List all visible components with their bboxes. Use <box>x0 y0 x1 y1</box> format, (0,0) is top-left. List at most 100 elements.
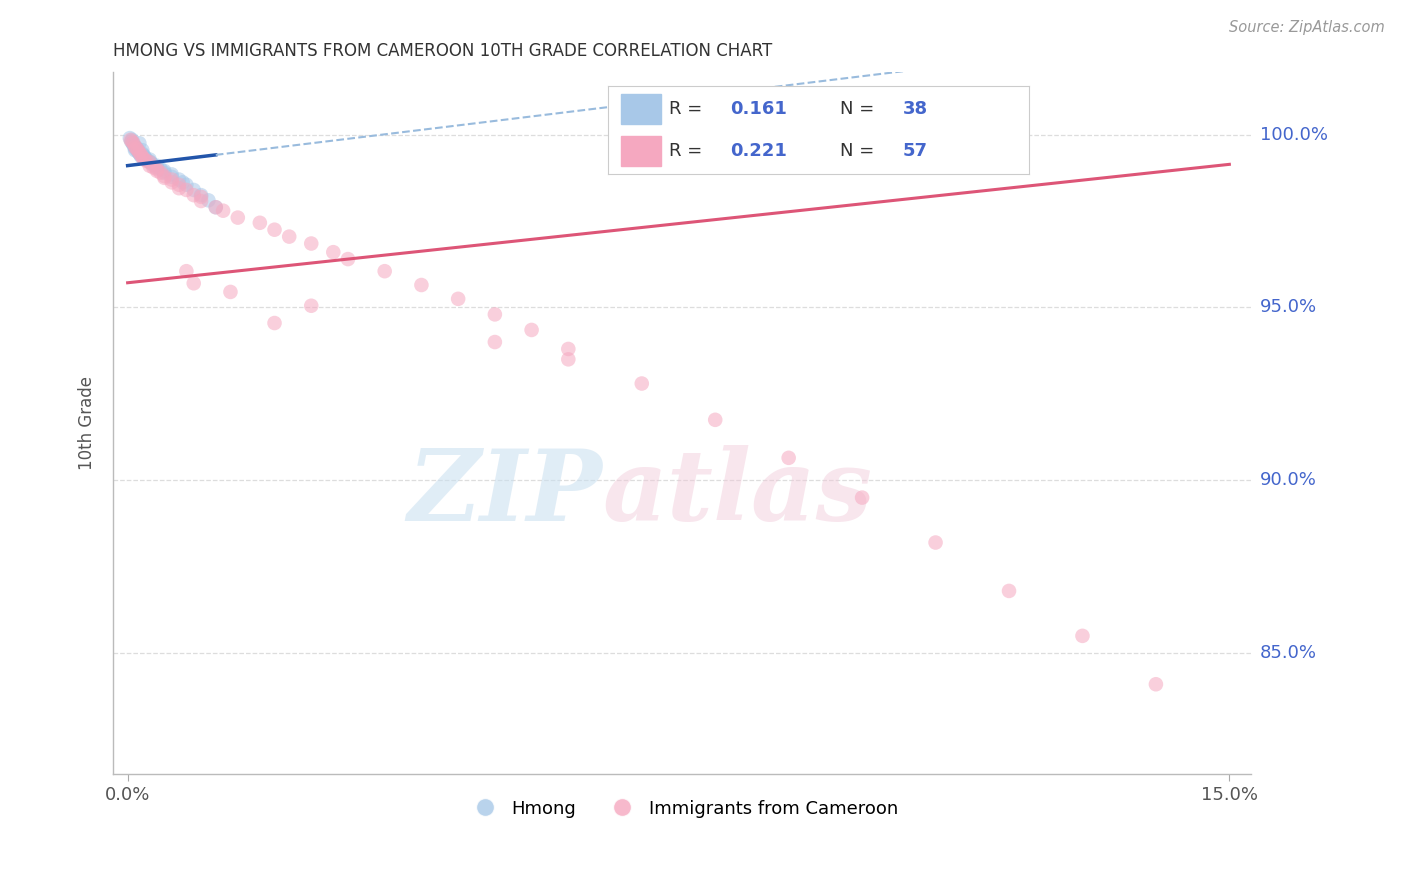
Text: 95.0%: 95.0% <box>1260 299 1317 317</box>
Point <box>299 299 322 313</box>
Point <box>122 136 145 151</box>
Point <box>172 175 194 189</box>
Point <box>249 216 271 230</box>
Point <box>183 183 205 197</box>
Point <box>190 194 212 208</box>
Point <box>924 535 946 549</box>
Point <box>129 147 152 161</box>
Point <box>160 175 183 189</box>
Point <box>176 264 198 278</box>
Point <box>204 200 226 214</box>
Point <box>146 164 169 178</box>
Point <box>484 307 506 321</box>
Point <box>131 143 153 157</box>
Text: 85.0%: 85.0% <box>1260 644 1317 662</box>
Point <box>146 162 169 177</box>
Point <box>219 285 242 299</box>
Point <box>131 146 153 161</box>
Point <box>128 145 150 160</box>
Point <box>121 133 143 147</box>
Point <box>146 159 169 173</box>
Point <box>153 164 176 178</box>
Point <box>138 153 160 167</box>
Point <box>204 200 226 214</box>
Point <box>190 188 212 202</box>
Point <box>149 166 172 180</box>
Point <box>167 178 190 192</box>
Y-axis label: 10th Grade: 10th Grade <box>79 376 96 470</box>
Point <box>630 376 652 391</box>
Point <box>128 136 150 151</box>
Point <box>190 190 212 204</box>
Point <box>132 148 155 162</box>
Point <box>998 583 1021 598</box>
Point <box>1071 629 1094 643</box>
Text: 100.0%: 100.0% <box>1260 126 1327 144</box>
Point <box>160 172 183 186</box>
Point <box>374 264 396 278</box>
Legend: Hmong, Immigrants from Cameroon: Hmong, Immigrants from Cameroon <box>460 792 905 825</box>
Point <box>139 156 162 170</box>
Point <box>129 149 152 163</box>
Point <box>704 413 727 427</box>
Text: ZIP: ZIP <box>408 445 603 541</box>
Point <box>129 147 152 161</box>
Point <box>153 169 176 183</box>
Point <box>125 141 148 155</box>
Point <box>263 223 285 237</box>
Point <box>135 153 157 168</box>
Text: Source: ZipAtlas.com: Source: ZipAtlas.com <box>1229 20 1385 35</box>
Point <box>127 145 149 159</box>
Point <box>142 158 165 172</box>
Point <box>124 140 146 154</box>
Point <box>197 194 219 208</box>
Point <box>138 159 160 173</box>
Text: atlas: atlas <box>603 445 873 541</box>
Point <box>411 278 433 293</box>
Point <box>125 141 148 155</box>
Point <box>557 352 579 367</box>
Point <box>167 172 190 186</box>
Point <box>127 142 149 156</box>
Point <box>167 181 190 195</box>
Point <box>851 491 873 505</box>
Point <box>176 178 198 192</box>
Point <box>183 188 205 202</box>
Point <box>183 277 205 291</box>
Point <box>124 143 146 157</box>
Point <box>226 211 249 225</box>
Point <box>447 292 470 306</box>
Point <box>176 183 198 197</box>
Point <box>1144 677 1167 691</box>
Point <box>322 245 344 260</box>
Point <box>299 236 322 251</box>
Point <box>124 140 146 154</box>
Point <box>149 162 172 177</box>
Point <box>160 168 183 182</box>
Point <box>135 152 157 166</box>
Point <box>153 170 176 185</box>
Point <box>118 131 141 145</box>
Point <box>134 150 156 164</box>
Point <box>132 152 155 166</box>
Point <box>142 161 165 175</box>
Point <box>520 323 543 337</box>
Point <box>138 154 160 169</box>
Text: 90.0%: 90.0% <box>1260 471 1316 490</box>
Point <box>146 161 169 175</box>
Point <box>120 135 142 149</box>
Point <box>557 342 579 356</box>
Point <box>160 169 183 184</box>
Point <box>127 143 149 157</box>
Point <box>120 133 142 147</box>
Point <box>484 334 506 349</box>
Text: HMONG VS IMMIGRANTS FROM CAMEROON 10TH GRADE CORRELATION CHART: HMONG VS IMMIGRANTS FROM CAMEROON 10TH G… <box>112 42 772 60</box>
Point <box>121 135 143 149</box>
Point <box>778 450 800 465</box>
Point <box>336 252 359 266</box>
Point <box>131 150 153 164</box>
Point <box>121 136 143 151</box>
Point <box>278 229 301 244</box>
Point <box>122 138 145 153</box>
Point <box>153 166 176 180</box>
